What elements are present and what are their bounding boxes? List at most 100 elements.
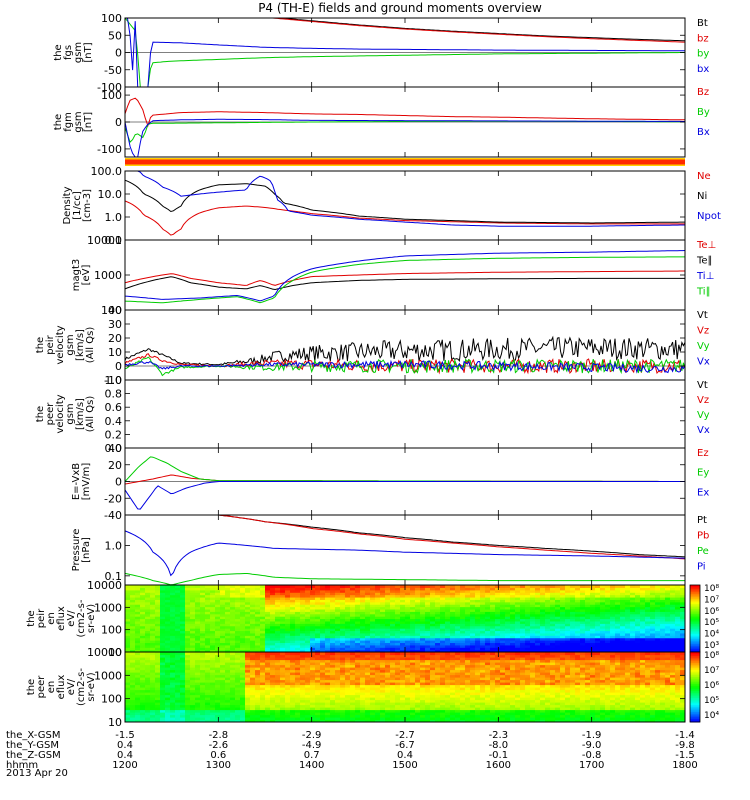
legend-entry: Vy: [697, 341, 710, 352]
ephemeris-value: -2.7: [395, 730, 415, 741]
legend-entry: Ni: [697, 191, 707, 202]
panel-frame: [124, 170, 686, 241]
ephemeris-value: 0.7: [304, 750, 320, 761]
y-tick-label: 100: [101, 89, 122, 102]
ephemeris-value: 1800: [672, 760, 697, 771]
legend-efield: Ez Ey Ex: [697, 448, 709, 498]
lines-temp: [125, 250, 685, 304]
series-density-Ne: [125, 200, 685, 236]
spectrogram-peer_spec: [125, 652, 685, 722]
ephemeris-value: -9.0: [582, 740, 602, 751]
legend-pressure: Pt Pb Pe Pi: [697, 515, 709, 573]
legend-temp: Te⊥ Te∥ Ti⊥ Ti∥: [696, 240, 716, 298]
colorbar-tick-label: 10⁵: [704, 618, 719, 628]
y-tick-label: 100: [101, 693, 122, 706]
ephemeris-value: -9.8: [675, 740, 695, 751]
figure-title: P4 (TH-E) fields and ground moments over…: [258, 1, 542, 15]
legend-entry: Vt: [697, 310, 708, 321]
y-tick-label: 0.8: [105, 388, 123, 401]
ephemeris-value: 0.4: [397, 750, 413, 761]
ephemeris-value: 1700: [579, 760, 604, 771]
legend-entry: Ne: [697, 171, 711, 182]
legend-entry: Ti⊥: [696, 271, 714, 282]
y-axis-label: magt3[eV]: [71, 259, 92, 292]
series-peir_vel-Vt: [125, 335, 685, 366]
colorbar-peer_spec: 10⁸ 10⁷ 10⁶ 10⁵ 10⁴: [689, 651, 719, 723]
series-fgs-bx: [125, 18, 685, 87]
y-tick-label: 30: [108, 318, 122, 331]
ephemeris-row-label: hhmm: [6, 760, 38, 771]
panel-frame: [124, 379, 686, 449]
series-fgs-Bt: [125, 18, 685, 42]
ephemeris-value: -0.8: [582, 750, 602, 761]
ephemeris-value: 0.4: [117, 740, 133, 751]
y-tick-label: 10.0: [98, 188, 123, 201]
y-axis-label: thepeirenefluxeV/(cm2-s-sr-eV): [26, 599, 97, 637]
ephemeris-value: 1500: [392, 760, 417, 771]
colorbar-tick-label: 10⁸: [704, 584, 719, 594]
ephemeris-value: 1600: [486, 760, 511, 771]
legend-entry: Npot: [697, 211, 721, 222]
y-tick-label: 10: [108, 346, 122, 359]
series-temp-Ti∥: [125, 256, 685, 304]
ephemeris-value: -1.5: [115, 730, 135, 741]
y-axis-label: Pressure[nPa]: [71, 529, 92, 572]
y-tick-label: 1.0: [105, 374, 123, 387]
y-tick-label: 40: [108, 442, 122, 455]
ephemeris-row-label: the_Z-GSM: [6, 750, 61, 761]
y-tick-label: 10000: [87, 234, 122, 247]
series-efield-Ex: [125, 481, 685, 510]
ephemeris-value: -2.3: [489, 730, 509, 741]
y-tick-label: 0.1: [105, 234, 123, 247]
ephemeris-value: 1400: [299, 760, 324, 771]
y-axis-label: thepeirvelocitygsm[km/s](All Qs): [35, 325, 96, 364]
ephemeris-value: 0.4: [117, 750, 133, 761]
ephemeris-value: 1300: [206, 760, 231, 771]
y-axis-label: thefgsgsm[nT]: [53, 42, 94, 63]
series-fgs-bz: [125, 18, 685, 43]
date-label: 2013 Apr 20: [6, 768, 68, 779]
ephemeris-row-label: the_Y-GSM: [6, 740, 59, 751]
lines-density: [125, 171, 685, 236]
legend-entry: Te∥: [696, 256, 713, 267]
y-tick-label: -40: [104, 509, 122, 522]
y-tick-label: 0.6: [105, 401, 123, 414]
ephemeris-value: -6.7: [395, 740, 415, 751]
legend-entry: Bz: [697, 87, 709, 98]
legend-entry: Bt: [697, 18, 708, 29]
legend-entry: Vt: [697, 380, 708, 391]
legend-fgm: Bz By Bx: [697, 87, 710, 138]
y-tick-label: 100.0: [91, 165, 123, 178]
lines-fgs: [125, 18, 685, 87]
series-fgm-By: [125, 120, 685, 144]
panel-pressure: 1.0 0.1 Pressure[nPa] Pt Pb Pe Pi: [71, 514, 709, 586]
y-tick-label: 50: [108, 29, 122, 42]
y-tick-label: 0.4: [105, 415, 123, 428]
panel-temp: 10000 1000 100 magt3[eV] Te⊥ Te∥ Ti⊥ Ti∥: [71, 234, 716, 317]
y-tick-label: -100: [97, 81, 122, 94]
y-tick-label: -100: [97, 143, 122, 156]
lines-efield: [125, 456, 685, 510]
ephemeris-value: -4.9: [302, 740, 322, 751]
lines-peir_vel: [125, 335, 685, 377]
colorbar-tick-label: 10⁷: [704, 595, 719, 605]
y-tick-label: 100: [101, 624, 122, 637]
colorbar-tick-label: 10⁶: [704, 607, 719, 617]
legend-entry: bx: [697, 64, 709, 75]
legend-entry: Pt: [697, 515, 707, 526]
panels: 100500-50-100thefgsgsm[nT]Btbzbybx1000-1…: [26, 12, 721, 729]
ephemeris-table: the_X-GSM -1.5 -2.8 -2.9 -2.7 -2.3 -1.9 -1.4 the…: [6, 730, 698, 771]
y-tick-label: 1000: [94, 601, 122, 614]
legend-entry: By: [697, 107, 710, 118]
series-density-Npot: [125, 171, 685, 227]
y-tick-label: 0.2: [105, 428, 123, 441]
lines-fgm: [125, 97, 685, 157]
y-tick-label: 1000: [94, 269, 122, 282]
y-tick-label: 0: [115, 360, 122, 373]
series-pressure-Pi: [125, 530, 685, 577]
y-tick-label: 20: [108, 459, 122, 472]
legend-entry: Bx: [697, 127, 710, 138]
ephemeris-value: -2.9: [302, 730, 322, 741]
